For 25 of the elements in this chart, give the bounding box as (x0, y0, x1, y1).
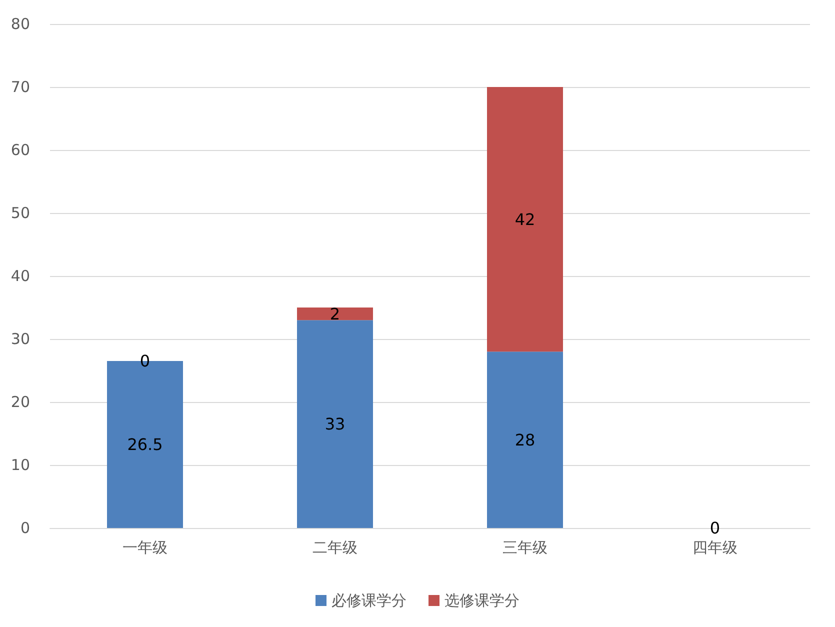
legend-label: 选修课学分 (444, 592, 520, 610)
y-tick-label: 40 (10, 267, 30, 285)
y-tick-label: 50 (10, 204, 30, 222)
data-label: 28 (514, 430, 536, 450)
y-tick-label: 0 (20, 519, 30, 537)
bar (487, 352, 563, 528)
y-tick-label: 80 (10, 15, 30, 33)
y-tick-label: 70 (10, 78, 30, 96)
x-tick-label: 四年级 (692, 538, 738, 556)
y-tick-label: 60 (10, 141, 30, 159)
x-tick-label: 二年级 (312, 538, 358, 556)
data-label: 42 (514, 210, 536, 229)
data-label: 26.5 (127, 435, 163, 454)
data-label: 33 (324, 414, 346, 434)
data-label: 2 (330, 304, 340, 324)
bar (297, 320, 373, 528)
x-tick-label: 三年级 (502, 538, 548, 556)
x-tick-label: 一年级 (122, 538, 168, 556)
data-label: 0 (710, 518, 720, 538)
y-tick-label: 10 (10, 456, 30, 474)
bar (487, 87, 563, 352)
y-tick-label: 30 (10, 330, 30, 348)
y-tick-label: 20 (10, 393, 30, 411)
legend-label: 必修课学分 (332, 592, 406, 610)
bar (297, 308, 373, 320)
